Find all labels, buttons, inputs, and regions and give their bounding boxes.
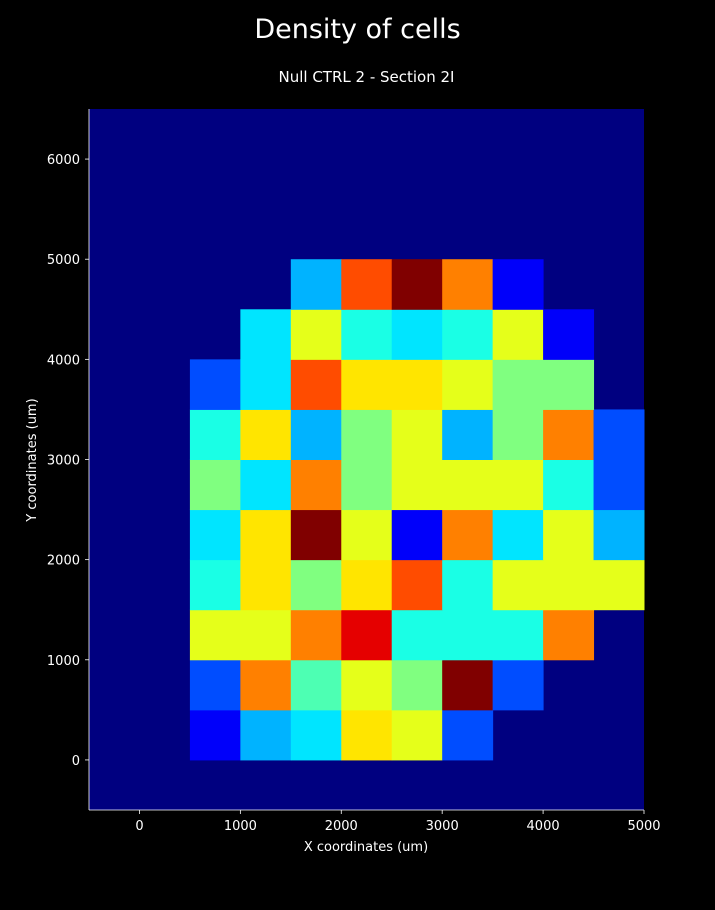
heatmap-cell	[341, 559, 393, 611]
heatmap-cell	[543, 459, 595, 511]
heatmap-cell	[290, 709, 342, 761]
heatmap-cell	[189, 709, 241, 761]
heatmap-cell	[492, 559, 544, 611]
heatmap-cell	[240, 659, 292, 711]
heatmap-cell	[240, 409, 292, 460]
heatmap-cell	[290, 359, 342, 410]
y-tick-label: 1000	[47, 654, 80, 669]
heatmap-cell	[543, 409, 595, 460]
y-tick-label: 6000	[47, 153, 80, 168]
x-tick-label: 2000	[325, 819, 358, 834]
heatmap-cell	[492, 509, 544, 561]
heatmap-cell	[391, 259, 443, 310]
heatmap-cell	[189, 459, 241, 511]
heatmap-cell	[341, 509, 393, 561]
heatmap-cell	[189, 409, 241, 460]
x-tick-label: 1000	[224, 819, 257, 834]
heatmap-cell	[492, 609, 544, 661]
heatmap-cell	[341, 609, 393, 661]
heatmap-cell	[240, 309, 292, 360]
heatmap-cell	[391, 559, 443, 611]
heatmap-cell	[543, 609, 595, 661]
figure-suptitle: Density of cells	[254, 14, 461, 45]
heatmap-cell	[341, 359, 393, 410]
heatmap-cell	[189, 609, 241, 661]
heatmap-cell	[240, 509, 292, 561]
heatmap-cell	[290, 409, 342, 460]
heatmap-cell	[189, 659, 241, 711]
x-tick-label: 3000	[426, 819, 459, 834]
heatmap-cell	[492, 309, 544, 360]
heatmap-cell	[290, 309, 342, 360]
heatmap-cell	[492, 259, 544, 310]
heatmap-cell	[442, 459, 494, 511]
heatmap-cell	[391, 409, 443, 460]
heatmap-cell	[240, 459, 292, 511]
heatmap-cell	[240, 559, 292, 611]
heatmap-cell	[290, 559, 342, 611]
heatmap-cell	[189, 359, 241, 410]
heatmap-cell	[543, 509, 595, 561]
heatmap-cell	[391, 309, 443, 360]
heatmap-cell	[442, 609, 494, 661]
heatmap-cell	[492, 459, 544, 511]
y-tick-label: 0	[72, 754, 80, 769]
y-tick-label: 2000	[47, 554, 80, 569]
chart-title: Null CTRL 2 - Section 2I	[278, 68, 455, 86]
y-tick-label: 5000	[47, 253, 80, 268]
heatmap-cell	[341, 709, 393, 761]
y-tick-label: 3000	[47, 454, 80, 469]
heatmap-cell	[240, 609, 292, 661]
heatmap-cell	[442, 409, 494, 460]
heatmap-cell	[391, 709, 443, 761]
heatmap-cell	[391, 509, 443, 561]
heatmap-cell	[593, 509, 645, 561]
heatmap-cell	[341, 259, 393, 310]
heatmap-cell	[240, 709, 292, 761]
x-tick-label: 5000	[627, 819, 660, 834]
heatmap-cell	[391, 609, 443, 661]
heatmap-cell	[290, 659, 342, 711]
heatmap-cell	[290, 259, 342, 310]
heatmap-cell	[240, 359, 292, 410]
heatmap-cell	[189, 559, 241, 611]
y-axis-ticks: 0 1000 2000 3000 4000 5000 6000	[47, 153, 89, 769]
heatmap-cell	[290, 609, 342, 661]
y-axis-label: Y coordinates (um)	[25, 398, 40, 522]
heatmap-cell	[442, 259, 494, 310]
x-axis-label: X coordinates (um)	[304, 840, 428, 855]
heatmap-cell	[442, 359, 494, 410]
heatmap-cell	[391, 659, 443, 711]
heatmap-cell	[492, 409, 544, 460]
heatmap-cell	[442, 709, 494, 761]
heatmap-cell	[442, 559, 494, 611]
heatmap-cell	[341, 459, 393, 511]
heatmap-cell	[442, 509, 494, 561]
heatmap-cell	[593, 459, 645, 511]
heatmap-cell	[543, 559, 595, 611]
x-tick-label: 0	[135, 819, 143, 834]
heatmap-cell	[290, 509, 342, 561]
heatmap-cell	[492, 359, 544, 410]
heatmap-cell	[341, 309, 393, 360]
y-tick-label: 4000	[47, 353, 80, 368]
heatmap-cell	[341, 659, 393, 711]
heatmap-cell	[341, 409, 393, 460]
heatmap-cell	[442, 659, 494, 711]
heatmap-cell	[189, 509, 241, 561]
heatmap-cell	[543, 309, 595, 360]
heatmap-cell	[391, 359, 443, 410]
heatmap-cell	[391, 459, 443, 511]
heatmap-cell	[543, 359, 595, 410]
heatmap-cell	[593, 559, 645, 611]
x-tick-label: 4000	[527, 819, 560, 834]
heatmap-cells	[89, 109, 645, 810]
x-axis-ticks: 0 1000 2000 3000 4000 5000	[135, 810, 661, 834]
heatmap-cell	[442, 309, 494, 360]
heatmap-cell	[492, 659, 544, 711]
heatmap-cell	[593, 409, 645, 460]
heatmap-cell	[290, 459, 342, 511]
